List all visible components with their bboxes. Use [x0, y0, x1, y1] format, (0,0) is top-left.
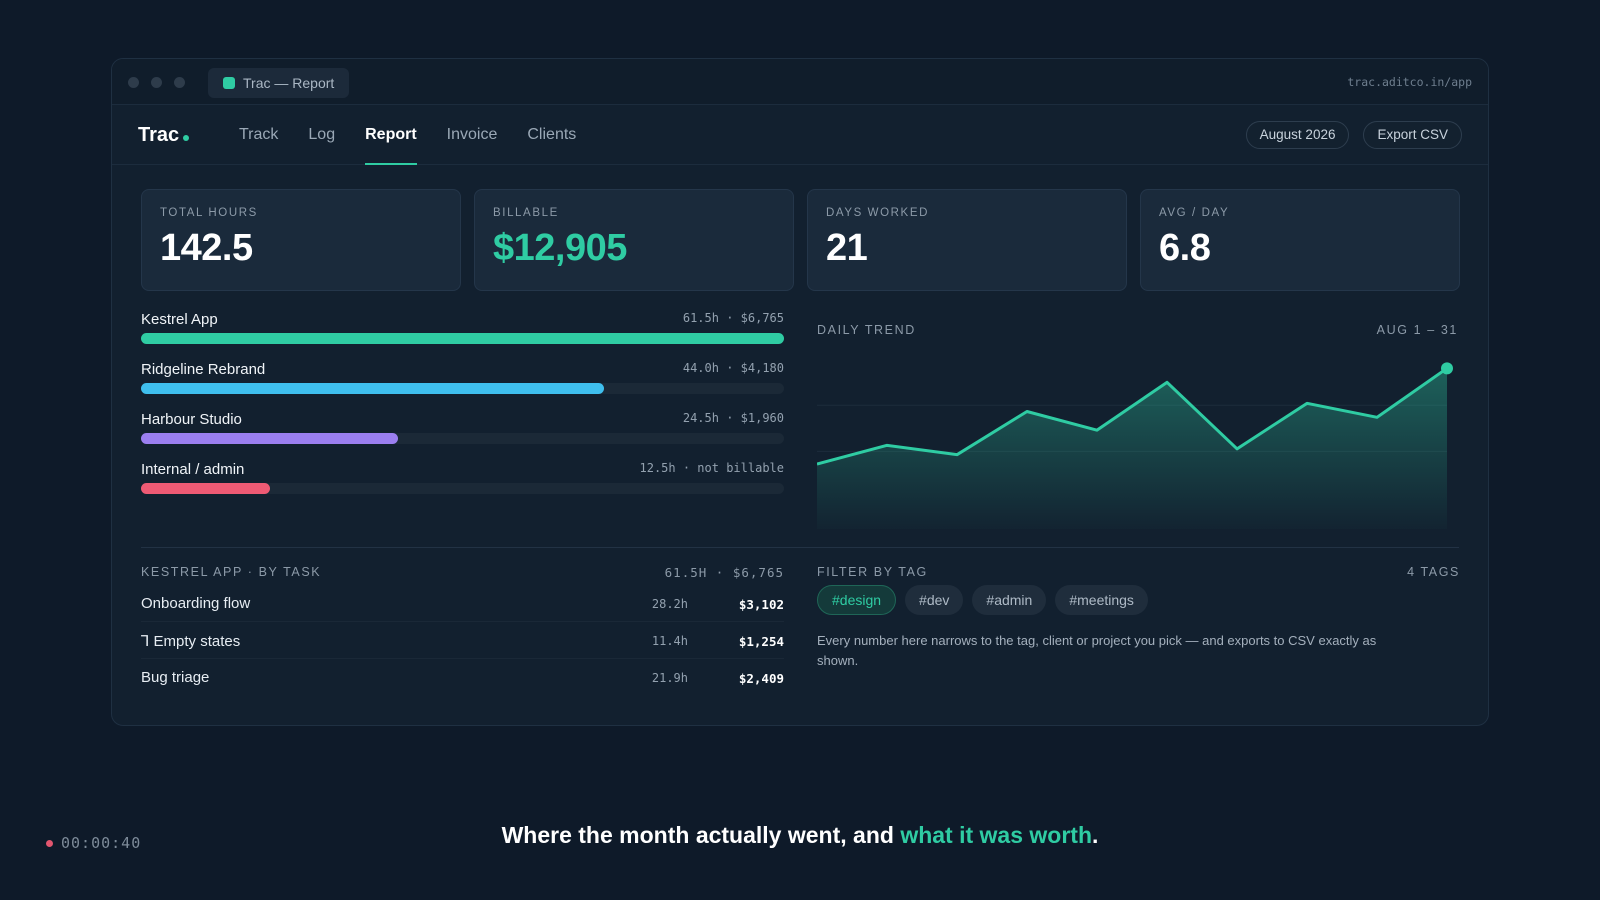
tag-chip-dev[interactable]: #dev — [905, 585, 964, 615]
section-divider — [141, 547, 1459, 548]
task-row[interactable]: Ꞁ Empty states 11.4h $1,254 — [141, 622, 784, 659]
project-row[interactable]: Internal / admin 12.5h · not billable — [141, 461, 784, 511]
record-dot-icon — [46, 839, 53, 847]
nav-item-clients[interactable]: Clients — [527, 126, 577, 143]
app-favicon-icon — [223, 77, 235, 89]
tag-chip-meetings[interactable]: #meetings — [1055, 585, 1148, 615]
task-hours: 28.2h — [651, 597, 688, 611]
task-row[interactable]: Bug triage 21.9h $2,409 — [141, 659, 784, 696]
tab-title: Trac — Report — [243, 75, 335, 91]
export-csv-button[interactable]: Export CSV — [1363, 121, 1462, 149]
month-picker-button[interactable]: August 2026 — [1245, 121, 1350, 149]
stat-value: 6.8 — [1159, 227, 1211, 269]
trend-last-point[interactable] — [1441, 362, 1453, 375]
project-meta: 12.5h · not billable — [639, 461, 785, 475]
title-bar: Trac — Report trac.aditco.in/app — [112, 59, 1488, 105]
top-nav: Trac Track Log Report Invoice Clients August… — [112, 105, 1488, 165]
trend-area — [817, 368, 1447, 529]
daily-trend-chart — [817, 362, 1453, 529]
project-row[interactable]: Kestrel App 61.5h · $6,765 — [141, 311, 784, 361]
stat-label: DAYS WORKED — [826, 207, 930, 219]
stat-value: 142.5 — [160, 227, 253, 269]
task-hours: 21.9h — [651, 671, 688, 685]
timecode: 00:00:40 — [61, 834, 142, 852]
stat-label: AVG / DAY — [1159, 207, 1230, 219]
project-meta: 44.0h · $4,180 — [682, 361, 784, 375]
close-window-button[interactable] — [128, 77, 139, 88]
tag-count: 4 TAGS — [1407, 565, 1460, 579]
task-hours: 11.4h — [651, 634, 688, 648]
task-amount: $3,102 — [738, 597, 784, 612]
nav-item-track[interactable]: Track — [239, 126, 279, 143]
project-name: Ridgeline Rebrand — [141, 361, 266, 378]
stat-card-billable: BILLABLE $12,905 — [474, 189, 794, 291]
task-name: Ꞁ Empty states — [141, 633, 241, 650]
minimize-window-button[interactable] — [151, 77, 162, 88]
nav-actions: August 2026 Export CSV — [1245, 121, 1462, 149]
task-amount: $1,254 — [738, 634, 784, 649]
project-bar-track — [141, 383, 784, 394]
tag-filter-list: #design #dev #admin #meetings — [817, 585, 1148, 615]
stat-cards: TOTAL HOURS 142.5 BILLABLE $12,905 DAYS … — [141, 189, 1460, 291]
browser-tab[interactable]: Trac — Report — [208, 68, 349, 98]
project-name: Harbour Studio — [141, 411, 242, 428]
stat-card-total-hours: TOTAL HOURS 142.5 — [141, 189, 461, 291]
project-row[interactable]: Ridgeline Rebrand 44.0h · $4,180 — [141, 361, 784, 411]
caption: Where the month actually went, and what … — [0, 822, 1600, 849]
task-row[interactable]: Onboarding flow 28.2h $3,102 — [141, 585, 784, 622]
project-bar-track — [141, 433, 784, 444]
task-amount: $2,409 — [738, 671, 784, 686]
stat-label: BILLABLE — [493, 207, 559, 219]
trend-title: DAILY TREND — [817, 323, 916, 337]
caption-highlight: what it was worth — [900, 822, 1092, 848]
brand-name: Trac — [138, 124, 180, 146]
brand-logo[interactable]: Trac — [138, 124, 190, 147]
caption-end: . — [1092, 822, 1099, 848]
task-section-title: KESTREL APP · BY TASK — [141, 565, 322, 579]
tag-chip-design[interactable]: #design — [817, 585, 897, 615]
nav-item-report[interactable]: Report — [350, 105, 432, 165]
url-label[interactable]: trac.aditco.in/app — [1347, 75, 1472, 89]
caption-start: Where the month actually went, and — [501, 822, 901, 848]
project-breakdown: Kestrel App 61.5h · $6,765 Ridgeline Rebra… — [141, 311, 784, 511]
project-meta: 24.5h · $1,960 — [682, 411, 784, 425]
task-section-total: 61.5H · $6,765 — [664, 565, 784, 580]
project-row[interactable]: Harbour Studio 24.5h · $1,960 — [141, 411, 784, 461]
project-bar-fill — [141, 383, 604, 394]
project-name: Kestrel App — [141, 311, 218, 328]
project-bar-fill — [141, 433, 399, 444]
stat-card-avg-day: AVG / DAY 6.8 — [1140, 189, 1460, 291]
nav-item-log[interactable]: Log — [308, 126, 336, 143]
nav-item-invoice[interactable]: Invoice — [446, 126, 498, 143]
recording-indicator: 00:00:40 — [46, 834, 141, 852]
task-list: Onboarding flow 28.2h $3,102 Ꞁ Empty states… — [141, 585, 784, 696]
app-window: Trac — Report trac.aditco.in/app Trac Tr… — [111, 58, 1489, 726]
project-bar-track — [141, 483, 784, 494]
stat-value: $12,905 — [493, 227, 627, 269]
stat-value: 21 — [826, 227, 868, 269]
tag-chip-admin[interactable]: #admin — [972, 585, 1047, 615]
task-name: Onboarding flow — [141, 595, 251, 612]
project-meta: 61.5h · $6,765 — [682, 311, 784, 325]
task-header: KESTREL APP · BY TASK 61.5H · $6,765 — [141, 565, 784, 580]
filter-header: FILTER BY TAG 4 TAGS — [817, 565, 1460, 579]
task-name: Bug triage — [141, 669, 210, 686]
project-bar-fill — [141, 483, 270, 494]
trend-line — [817, 367, 1448, 466]
window-controls — [128, 77, 185, 88]
stat-label: TOTAL HOURS — [160, 207, 258, 219]
project-bar-fill — [141, 333, 784, 344]
project-bar-track — [141, 333, 784, 344]
filter-title: FILTER BY TAG — [817, 565, 928, 579]
filter-description: Every number here narrows to the tag, cl… — [817, 633, 1377, 668]
trend-range: AUG 1 – 31 — [1376, 323, 1458, 337]
project-name: Internal / admin — [141, 461, 245, 478]
main-nav: Track Log Report Invoice Clients — [224, 105, 591, 165]
stat-card-days-worked: DAYS WORKED 21 — [807, 189, 1127, 291]
maximize-window-button[interactable] — [174, 77, 185, 88]
brand-dot-icon — [183, 135, 190, 141]
